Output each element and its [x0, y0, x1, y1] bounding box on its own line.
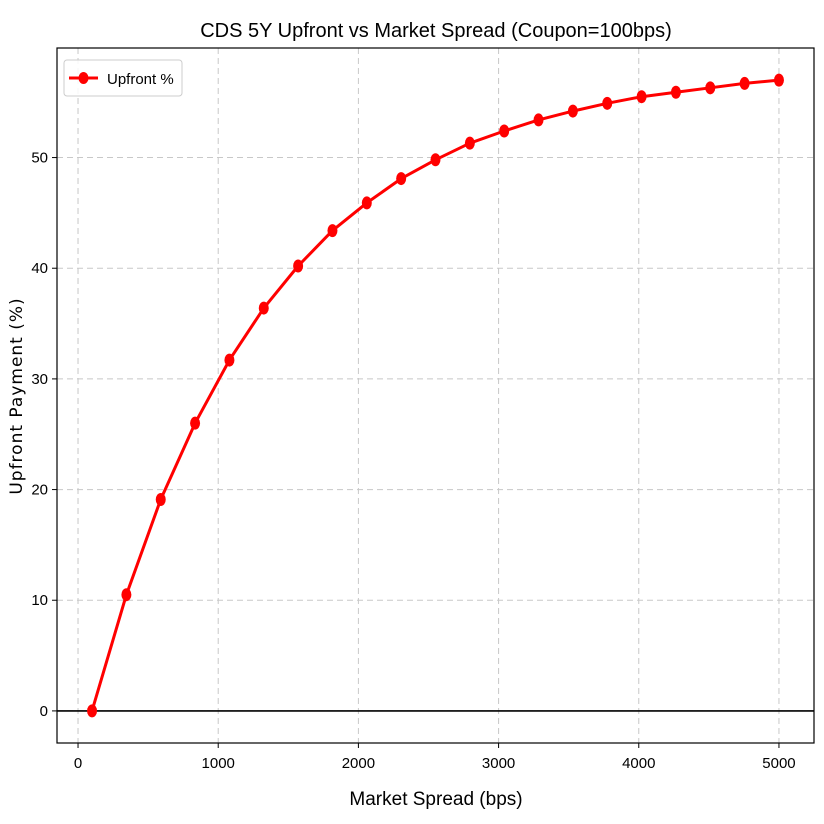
x-tick-label: 2000 [342, 755, 375, 772]
data-point-marker [190, 416, 201, 430]
x-tick-label: 3000 [482, 755, 515, 772]
data-point-marker [361, 196, 372, 210]
y-tick-label: 40 [31, 260, 48, 277]
plot-frame [56, 47, 815, 744]
x-tick-label: 1000 [202, 755, 235, 772]
data-point-marker [87, 704, 98, 718]
legend-box [63, 59, 183, 97]
data-point-marker [430, 153, 441, 167]
y-axis-ticks: 0 10 20 30 40 50 [31, 150, 57, 720]
data-point-marker [670, 85, 681, 99]
data-point-marker [567, 104, 578, 118]
data-point-marker [121, 588, 132, 602]
data-point-marker [396, 172, 407, 186]
data-point-marker [224, 353, 235, 367]
data-point-marker [327, 224, 338, 238]
y-tick-label: 50 [31, 150, 48, 167]
series-upfront [87, 73, 784, 718]
data-point-marker [258, 301, 269, 315]
data-point-marker [499, 124, 510, 138]
grid-lines [57, 48, 814, 743]
data-point-marker [602, 96, 613, 110]
x-tick-label: 0 [74, 755, 82, 772]
legend: Upfront % [63, 59, 183, 97]
chart-title: CDS 5Y Upfront vs Market Spread (Coupon=… [200, 20, 672, 42]
legend-label: Upfront % [107, 71, 174, 88]
y-tick-label: 30 [31, 371, 48, 388]
x-axis-label: Market Spread (bps) [349, 789, 522, 810]
x-tick-label: 4000 [622, 755, 655, 772]
y-tick-label: 20 [31, 482, 48, 499]
data-point-marker [464, 136, 475, 150]
x-axis-ticks: 0 1000 2000 3000 4000 5000 [74, 743, 796, 772]
data-point-marker [155, 493, 166, 507]
legend-marker-icon [78, 72, 89, 84]
data-point-marker [293, 259, 304, 273]
data-point-marker [739, 76, 750, 90]
data-point-marker [773, 73, 784, 87]
x-tick-label: 5000 [762, 755, 795, 772]
y-tick-label: 10 [31, 592, 48, 609]
series-line [90, 78, 780, 712]
y-axis-label: Upfront Payment (%) [7, 297, 27, 494]
data-point-marker [533, 113, 544, 127]
y-tick-label: 0 [40, 703, 48, 720]
data-point-marker [636, 90, 647, 104]
data-point-marker [705, 81, 716, 95]
